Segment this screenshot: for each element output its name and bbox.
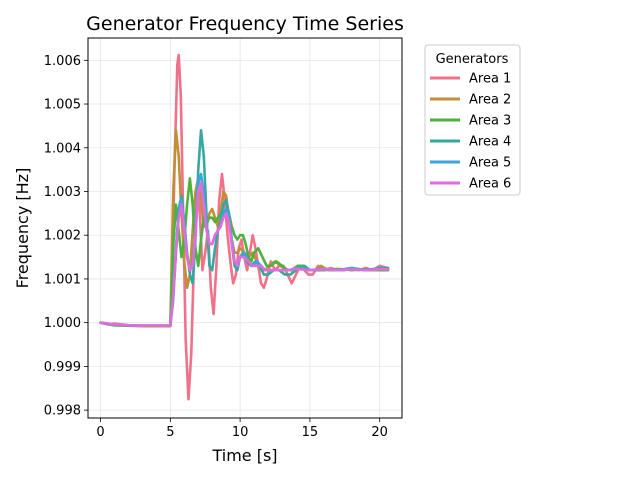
plot-area-frame [87,37,403,419]
x-tick-label: 5 [166,425,174,440]
legend-entries: Area 1 Area 2 Area 3 Area 4 Area 5 Area 6 [430,72,511,192]
y-tick-label: 1.002 [44,229,81,244]
grid-lines [88,38,402,418]
legend-label-area-6: Area 6 [469,177,511,192]
legend-label-area-4: Area 4 [469,135,511,150]
legend-title: Generators [436,52,509,67]
x-tick-label: 10 [232,425,249,440]
x-axis-ticks: 0 5 10 15 20 [96,418,388,440]
series-lines [99,53,390,401]
y-tick-label: 1.000 [44,316,81,331]
y-tick-label: 1.001 [44,272,81,287]
legend-label-area-3: Area 3 [469,114,511,129]
x-tick-label: 20 [371,425,388,440]
legend-label-area-1: Area 1 [469,72,511,87]
y-tick-label: 1.006 [44,54,81,69]
series-line-area-6 [99,181,390,328]
legend-label-area-5: Area 5 [469,156,511,171]
y-tick-label: 0.998 [44,404,81,419]
legend-label-area-2: Area 2 [469,93,511,108]
y-tick-label: 1.004 [44,141,81,156]
x-axis-label: Time [s] [211,446,277,465]
y-tick-label: 0.999 [44,360,81,375]
y-axis-label: Frequency [Hz] [13,168,32,289]
y-axis-ticks: 0.998 0.999 1.000 1.001 1.002 1.003 1.004 1.005… [44,54,88,419]
x-tick-label: 15 [302,425,319,440]
y-tick-label: 1.005 [44,98,81,113]
y-tick-label: 1.003 [44,185,81,200]
x-tick-label: 0 [96,425,104,440]
chart-title: Generator Frequency Time Series [86,13,404,35]
legend-box [424,44,521,196]
